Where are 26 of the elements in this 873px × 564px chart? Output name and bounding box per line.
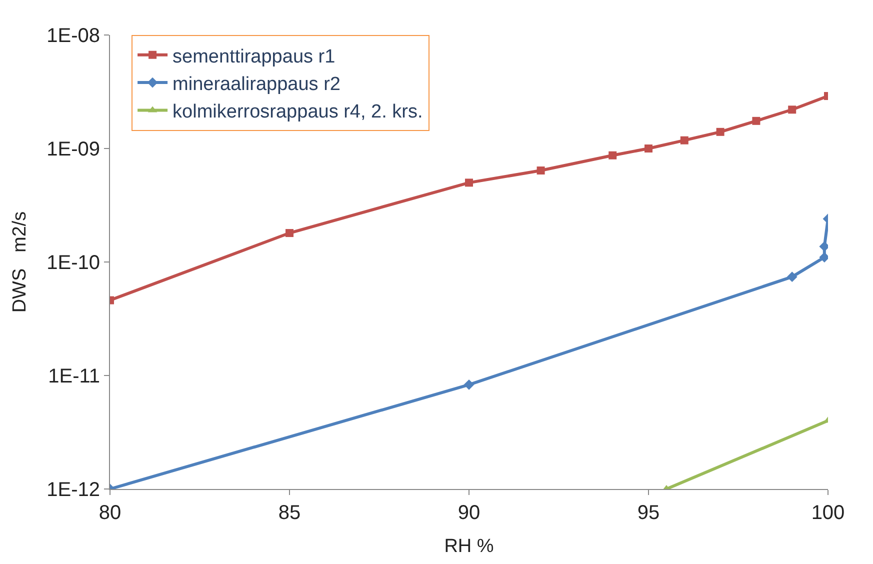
point [819, 252, 828, 262]
y-tick-label: 1E-08 [46, 25, 100, 47]
y-tick-label: 1E-11 [48, 366, 100, 388]
point [680, 136, 688, 144]
point [788, 106, 796, 114]
y-tick-label: 1E-12 [46, 479, 100, 501]
point [608, 151, 617, 160]
point [536, 166, 545, 174]
y-tick-label: 1E-10 [46, 252, 100, 274]
x-tick-label: 95 [637, 502, 660, 524]
point [644, 144, 652, 152]
y-tick-label: 1E-09 [46, 138, 100, 160]
point [819, 241, 828, 252]
y-axis-title: DWS m2/s [9, 211, 30, 313]
point [716, 128, 724, 136]
point [752, 116, 760, 125]
legend-label: mineraalirappaus r2 [172, 74, 340, 95]
x-tick-label: 90 [458, 502, 480, 524]
legend-label: sementtirappaus r1 [172, 46, 336, 68]
legend-label: kolmikerrosrappaus r4, 2. krs. [172, 102, 423, 123]
x-tick-label: 85 [278, 502, 301, 524]
point [465, 178, 473, 187]
x-tick-label: 80 [98, 502, 122, 524]
point [286, 229, 294, 238]
x-tick-label: 100 [811, 502, 845, 524]
x-axis-title: RH % [444, 536, 494, 557]
